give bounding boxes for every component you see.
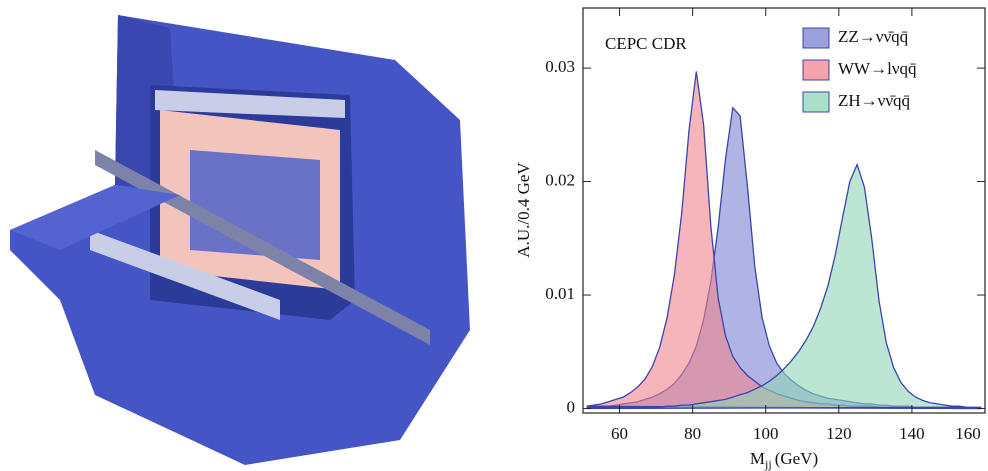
legend-swatch [803,60,829,80]
annotation: CEPC CDR [605,34,687,53]
detector-illustration [10,15,470,465]
x-tick-label: 100 [753,424,779,443]
plot-frame [583,8,985,413]
legend-label: ZZ→νν̄qq̄ [838,27,909,46]
x-tick-label: 120 [826,424,852,443]
y-tick-label: 0 [567,397,576,416]
y-tick-label: 0.01 [545,284,575,303]
legend-swatch [803,28,829,48]
x-axis-label: Mjj(GeV) [750,449,818,471]
series-area [587,72,982,409]
legend-swatch [803,92,829,112]
legend-label: ZH→νν̄qq̄ [838,91,911,110]
y-axis-label: A.U./0.4 GeV [514,162,533,258]
y-tick-label: 0.03 [545,57,575,76]
x-tick-label: 140 [899,424,925,443]
x-label-symbol: M [750,449,765,468]
y-tick-label: 0.02 [545,170,575,189]
x-tick-label: 80 [684,424,701,443]
x-tick-label: 160 [955,424,981,443]
series-area [587,108,982,409]
x-tick-label: 60 [611,424,628,443]
legend-label: WW→lνqq̄ [838,59,917,78]
x-label-unit: (GeV) [775,449,818,468]
page: CEPC CDR A.U./0.4 GeV Mjj(GeV) ZZ→νν̄qq̄… [0,0,988,471]
series-area [587,165,982,409]
x-label-subscript: jj [764,457,772,471]
